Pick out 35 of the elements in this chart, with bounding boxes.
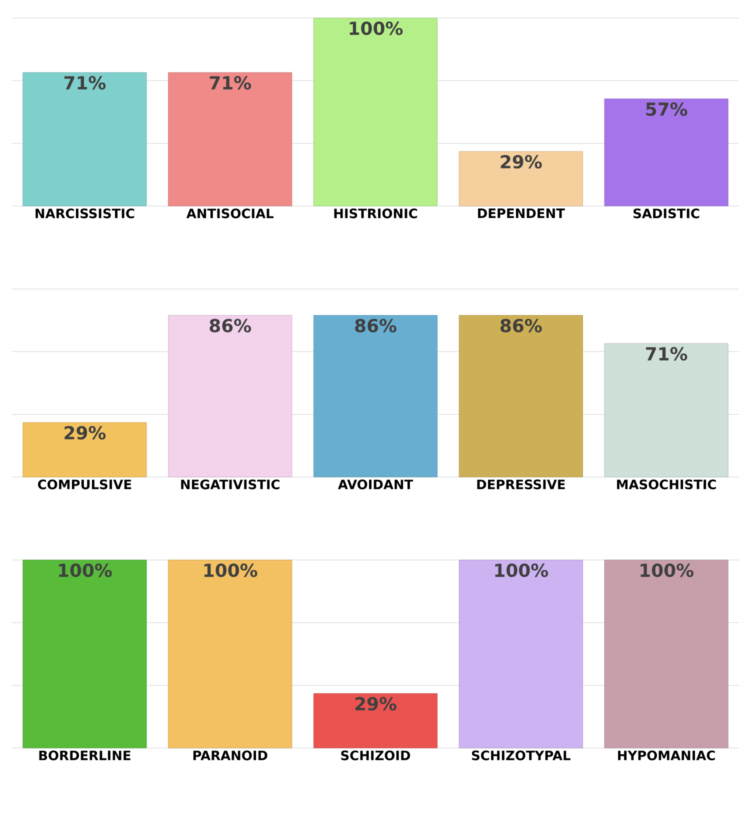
x-tick-label: MASOCHISTIC [617,480,716,490]
data-label: 29% [500,154,542,169]
data-label: 57% [646,102,688,116]
data-label: 100% [495,564,548,578]
data-label: 86% [355,318,396,332]
x-tick-label: SCHIZOTYPAL [472,750,570,760]
data-label: 71% [210,76,252,90]
x-tick-label: SADISTIC [634,208,700,218]
data-label: 71% [646,347,688,361]
x-tick-label: HISTRIONIC [334,208,418,218]
x-tick-label: SCHIZOID [341,750,410,760]
data-label: 100% [350,22,403,36]
bar [604,98,728,206]
data-label: 29% [64,426,106,440]
x-tick-label: NEGATIVISTIC [181,480,280,490]
data-label: 86% [210,318,252,332]
x-tick-label: DEPRESSIVE [477,480,565,490]
x-tick-label: HYPOMANIAC [618,750,715,760]
bar [168,72,292,206]
bar [314,18,438,206]
bar [22,72,147,206]
x-tick-label: COMPULSIVE [38,480,132,490]
data-label: 29% [355,696,396,711]
x-tick-label: DEPENDENT [478,208,565,218]
data-label: 100% [204,564,258,578]
data-label: 100% [640,564,694,578]
x-tick-label: NARCISSISTIC [36,208,134,218]
x-tick-label: PARANOID [193,750,268,760]
data-label: 86% [500,318,542,332]
data-label: 100% [59,564,112,578]
x-tick-label: BORDERLINE [39,750,130,760]
bar [458,151,583,206]
data-label: 71% [64,76,106,90]
x-tick-label: AVOIDANT [338,480,414,490]
x-tick-label: ANTISOCIAL [186,208,274,218]
